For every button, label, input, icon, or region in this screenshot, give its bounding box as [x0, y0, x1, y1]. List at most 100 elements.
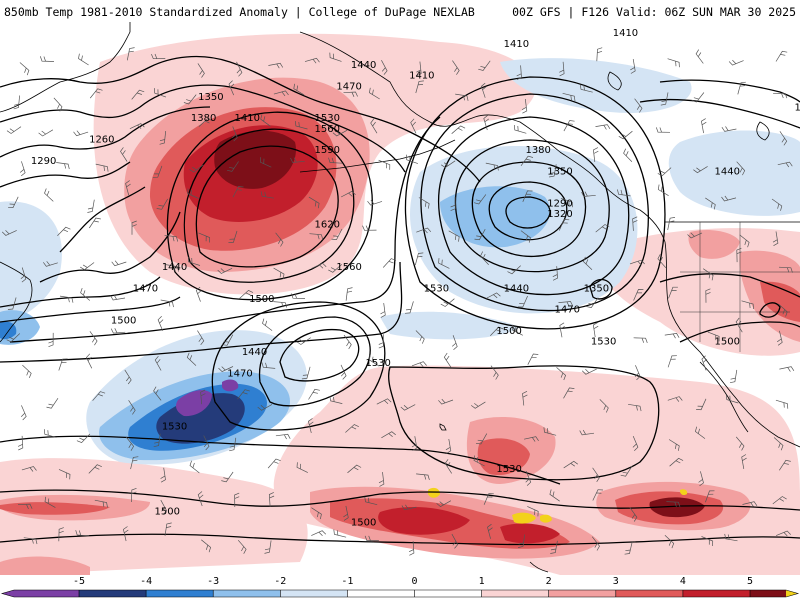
weather-map[interactable]: 1410 1410 1410 1410 1440 1470 1470 1350 1380 1260… [0, 22, 800, 575]
warm-anomaly-area [0, 556, 90, 575]
wind-barb [595, 124, 611, 130]
wind-barb [110, 328, 126, 334]
height-contour [679, 321, 800, 343]
wind-barb [126, 47, 135, 61]
wind-barb [43, 261, 58, 267]
height-contour [211, 301, 386, 431]
contour-label: 1470 [133, 283, 158, 294]
wind-barb [724, 533, 738, 542]
wind-barb [275, 433, 291, 440]
wind-barb [633, 289, 644, 301]
warm-anomaly-area [359, 48, 500, 89]
cold-anomaly-area [176, 390, 212, 417]
contour-label: 1530 [315, 113, 340, 124]
contour-label: 1500 [351, 517, 376, 528]
wind-barb [452, 60, 460, 75]
wind-barb [741, 300, 754, 310]
wind-barb [559, 322, 565, 338]
wind-barb [228, 80, 235, 96]
height-contour [59, 186, 146, 253]
wind-barb [232, 126, 238, 142]
wind-barb [655, 127, 671, 133]
wind-barb [634, 365, 641, 381]
wind-barb [705, 288, 711, 303]
colorbar-segment [682, 590, 750, 597]
colorbar-max-arrow [786, 590, 798, 597]
wind-barb [268, 62, 284, 69]
warm-anomaly-area [649, 497, 705, 518]
wind-barb [596, 47, 603, 62]
wind-barb [78, 53, 89, 66]
wind-barb [563, 120, 575, 132]
wind-barb [198, 232, 210, 243]
contour-label: 1590 [315, 145, 340, 156]
wind-barb [195, 286, 202, 302]
wind-barb [400, 404, 416, 411]
wind-barb [775, 399, 789, 409]
wind-barb [333, 529, 347, 538]
wind-barb [186, 352, 197, 366]
wind-barb [73, 130, 89, 137]
wind-barb [160, 467, 166, 483]
wind-barb [521, 98, 528, 114]
wind-barb [522, 390, 528, 406]
wind-barb [87, 199, 95, 213]
wind-barbs [1, 47, 795, 556]
wind-barb [58, 527, 64, 542]
wind-barb [779, 131, 788, 146]
colorbar: -5 -4 -3 -2 -1 0 1 2 3 4 5 [0, 575, 800, 600]
height-contour [0, 296, 181, 323]
wind-barb [370, 118, 378, 134]
wind-barb [164, 522, 172, 536]
wind-barb [579, 84, 593, 93]
wind-barb [88, 464, 102, 474]
wind-barb [38, 129, 54, 137]
colorbar-segment [615, 590, 683, 597]
wind-barb [657, 254, 667, 269]
colorbar-tick-label: 1 [478, 576, 485, 587]
wind-barb [556, 367, 567, 381]
model-run-info: 00Z GFS | F126 Valid: 06Z SUN MAR 30 202… [512, 5, 796, 19]
wind-barb [200, 389, 206, 405]
wind-barb [6, 333, 21, 343]
wind-barb [558, 219, 570, 231]
wind-barb [563, 460, 579, 469]
height-contour [471, 161, 587, 258]
wind-barb [125, 180, 131, 196]
wind-barb [369, 87, 380, 100]
wind-barb [260, 157, 272, 168]
wind-barb [579, 429, 595, 436]
wind-barb [239, 289, 254, 299]
wind-barb [197, 491, 204, 507]
wind-barb [6, 126, 22, 134]
wind-barb [416, 61, 422, 77]
wind-barb [592, 322, 599, 338]
contour-label: 1350 [547, 166, 572, 177]
wind-barb [404, 301, 414, 314]
wind-barb [701, 118, 707, 134]
contour-label: 1530 [591, 337, 616, 348]
us-state-borders [680, 222, 800, 352]
wind-barb [378, 159, 391, 170]
wind-barb [415, 80, 424, 94]
wind-barb [705, 197, 716, 210]
wind-barb [189, 460, 200, 474]
wind-barb [39, 56, 55, 62]
height-contour [258, 316, 371, 407]
wind-barb [581, 368, 597, 375]
kamchatka-coast [0, 22, 131, 113]
wind-barb [293, 83, 305, 96]
wind-barb [110, 294, 126, 301]
wind-barb [273, 90, 289, 97]
wind-barb [418, 197, 430, 209]
height-contour [279, 328, 360, 382]
wind-barb [779, 459, 791, 471]
warm-anomaly-area [500, 523, 560, 544]
contour-label: 1440 [242, 347, 267, 358]
wind-barb [657, 184, 669, 196]
contour-label: 1620 [315, 220, 340, 231]
extreme-warm-spot [512, 512, 536, 524]
wind-barb [595, 224, 610, 233]
wind-barb [131, 89, 145, 100]
wind-barb [17, 503, 33, 510]
